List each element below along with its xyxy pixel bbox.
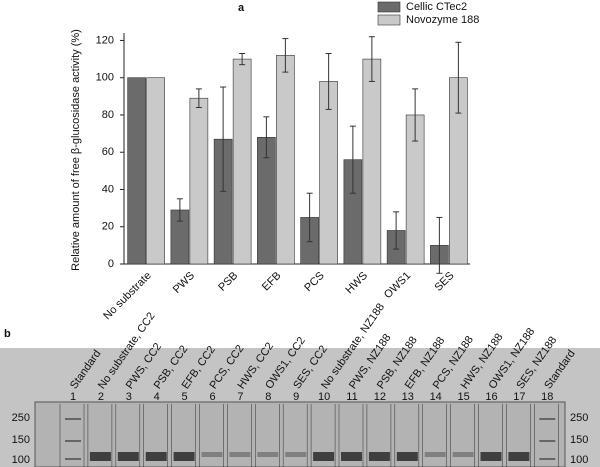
gel-band — [145, 452, 167, 461]
gel-band — [508, 452, 530, 461]
marker-label: 100 — [12, 454, 30, 466]
lane-number: 15 — [457, 391, 469, 403]
x-tick-label: PCS — [302, 270, 326, 294]
lane-number: 5 — [182, 391, 188, 403]
gel-band — [480, 452, 502, 461]
marker-label: 250 — [570, 412, 588, 424]
gel-band — [539, 418, 556, 420]
lane-number: 16 — [485, 391, 497, 403]
gel-band — [173, 452, 195, 461]
lane-number: 3 — [126, 391, 132, 403]
x-tick-label: HWS — [343, 270, 370, 297]
gel-band — [285, 452, 307, 457]
gel-band — [89, 452, 111, 461]
y-tick-label: 20 — [102, 221, 114, 233]
y-tick-label: 100 — [96, 72, 114, 84]
marker-label: 150 — [12, 434, 30, 446]
lane-number: 8 — [265, 391, 271, 403]
legend-swatch — [377, 1, 401, 13]
legend-label: Cellic CTec2 — [406, 1, 467, 13]
marker-label: 250 — [12, 412, 30, 424]
lane-number: 10 — [318, 391, 330, 403]
x-tick-label: PSB — [216, 270, 240, 294]
bar — [232, 58, 252, 265]
lane-number: 17 — [513, 391, 525, 403]
gel-band — [539, 440, 556, 442]
gel-band — [341, 452, 362, 461]
gel-band — [201, 452, 223, 457]
lane-number: 12 — [374, 391, 386, 403]
bar — [276, 55, 295, 265]
lane-number: 11 — [346, 391, 357, 403]
panel-label: b — [4, 328, 11, 340]
lane-number: 9 — [293, 391, 299, 403]
x-tick-label: PWS — [171, 270, 197, 296]
gel-band — [229, 452, 251, 457]
bar — [189, 97, 209, 265]
marker-label: 150 — [570, 434, 588, 446]
marker-label: 100 — [570, 454, 588, 466]
y-tick-label: 120 — [96, 34, 114, 46]
lane-number: 6 — [209, 391, 215, 403]
x-tick-label: EFB — [260, 270, 284, 294]
lane-number: 7 — [237, 391, 243, 403]
lane-number: 2 — [98, 391, 104, 403]
gel-band — [396, 452, 418, 461]
lane-number: 1 — [70, 391, 76, 403]
bar — [127, 77, 146, 265]
y-tick-label: 0 — [108, 258, 114, 270]
x-tick-label: SES — [432, 270, 456, 294]
gel-band — [65, 440, 81, 442]
y-tick-label: 40 — [102, 183, 114, 195]
bar — [362, 58, 382, 265]
gel-band — [368, 452, 390, 461]
y-tick-label: 80 — [102, 109, 114, 121]
legend-swatch — [377, 14, 401, 26]
gel-band — [65, 458, 81, 460]
x-tick-label: OWS1 — [382, 270, 413, 301]
gel-band — [539, 458, 556, 460]
gel-band — [257, 452, 279, 457]
gel-band — [452, 452, 474, 457]
lane-number: 4 — [154, 391, 160, 403]
panel-label: a — [238, 2, 245, 14]
y-axis-label: Relative amount of free β-glucosidase ac… — [70, 29, 82, 271]
lane-number: 13 — [402, 391, 414, 403]
lane-number: 14 — [430, 391, 442, 403]
legend-label: Novozyme 188 — [406, 14, 479, 26]
gel-band — [65, 418, 81, 420]
y-tick-label: 60 — [102, 146, 114, 158]
lane-number: 18 — [541, 391, 553, 403]
gel-band — [424, 452, 446, 457]
bar — [146, 77, 165, 265]
gel-band — [117, 452, 139, 461]
gel-band — [313, 452, 335, 461]
